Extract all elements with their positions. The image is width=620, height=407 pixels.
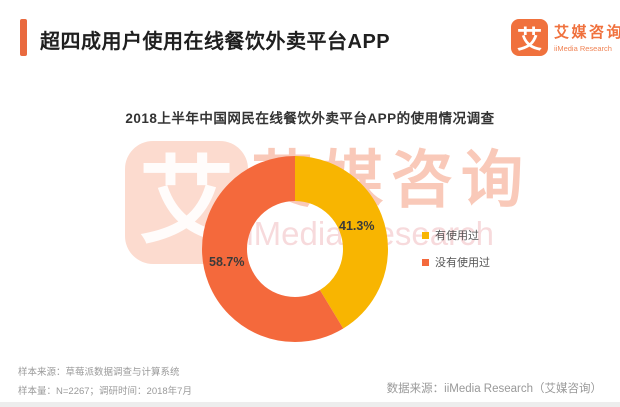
- page-title: 超四成用户使用在线餐饮外卖平台APP: [40, 31, 391, 53]
- footer-data-source: 数据来源：iiMedia Research（艾媒咨询）: [386, 383, 602, 395]
- donut-segment-not-used: [202, 156, 388, 342]
- slice-label-not-used: 58.7%: [209, 255, 245, 269]
- donut-chart: [202, 156, 388, 342]
- legend: 有使用过 没有使用过: [422, 227, 490, 281]
- brand-logo: 艾 艾媒咨询 iiMedia Research: [511, 19, 620, 56]
- legend-label-used: 有使用过: [435, 230, 479, 242]
- legend-swatch-used: [422, 231, 429, 239]
- brand-name-cn: 艾媒咨询: [554, 24, 620, 41]
- bottom-strip: [0, 402, 620, 407]
- legend-item-not-used: 没有使用过: [422, 254, 490, 270]
- legend-swatch-not-used: [422, 258, 429, 266]
- brand-name-en: iiMedia Research: [554, 44, 612, 53]
- footer-sample-size: 样本量：N=2267；调研时间：2018年7月: [18, 386, 192, 397]
- brand-logo-icon: 艾: [511, 19, 548, 56]
- brand-text: 艾媒咨询 iiMedia Research: [554, 19, 620, 53]
- footer-sample-source: 样本来源：草莓派数据调查与计算系统: [18, 367, 180, 378]
- title-accent-bar: [20, 19, 27, 56]
- legend-label-not-used: 没有使用过: [435, 257, 490, 269]
- chart-title: 2018上半年中国网民在线餐饮外卖平台APP的使用情况调查: [125, 111, 495, 126]
- slice-label-used: 41.3%: [339, 219, 375, 233]
- legend-item-used: 有使用过: [422, 227, 490, 243]
- brand-logo-char: 艾: [516, 25, 542, 54]
